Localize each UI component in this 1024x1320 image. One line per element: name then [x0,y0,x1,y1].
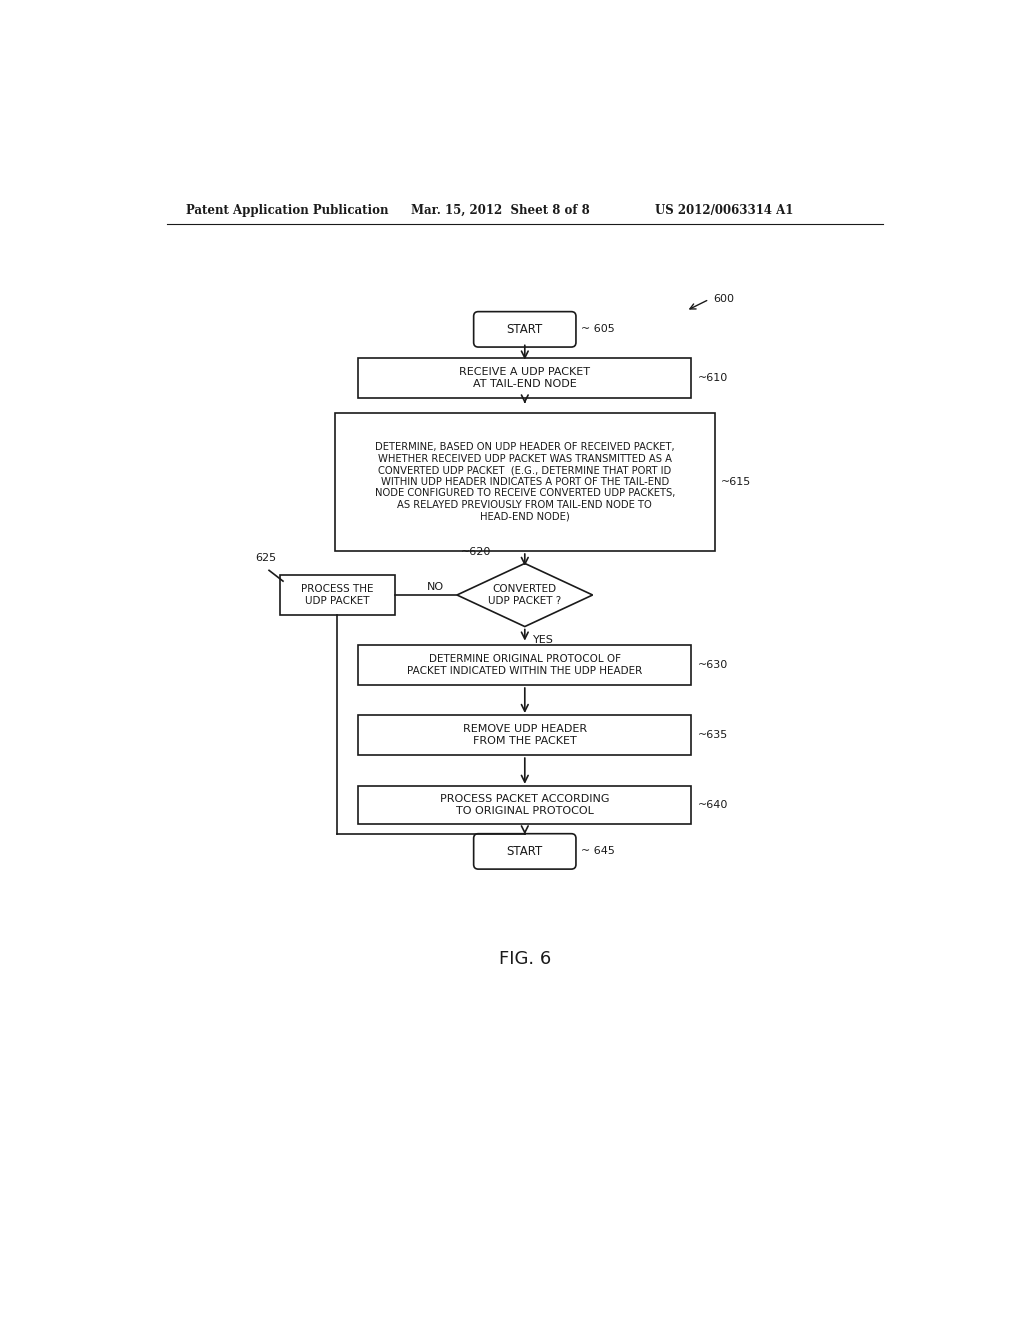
Text: ~ 605: ~ 605 [581,325,614,334]
Text: ~635: ~635 [697,730,728,741]
Text: YES: YES [532,635,553,645]
Bar [358,645,691,685]
Text: 600: 600 [713,294,734,305]
Text: START: START [507,323,543,335]
Text: RECEIVE A UDP PACKET
AT TAIL-END NODE: RECEIVE A UDP PACKET AT TAIL-END NODE [460,367,590,388]
Text: ~640: ~640 [697,800,728,810]
Text: 625: 625 [255,553,276,564]
Bar [335,412,715,552]
Text: Mar. 15, 2012  Sheet 8 of 8: Mar. 15, 2012 Sheet 8 of 8 [411,205,590,218]
Text: CONVERTED
UDP PACKET ?: CONVERTED UDP PACKET ? [488,585,561,606]
Text: NO: NO [427,582,443,593]
Text: ~610: ~610 [697,372,728,383]
Text: ~620: ~620 [461,548,492,557]
Bar [358,358,691,397]
Bar [358,785,691,825]
Text: FIG. 6: FIG. 6 [499,950,551,968]
Text: START: START [507,845,543,858]
Text: ~630: ~630 [697,660,728,671]
FancyBboxPatch shape [474,312,575,347]
Text: US 2012/0063314 A1: US 2012/0063314 A1 [655,205,794,218]
Bar [280,576,394,615]
Text: DETERMINE, BASED ON UDP HEADER OF RECEIVED PACKET,
WHETHER RECEIVED UDP PACKET W: DETERMINE, BASED ON UDP HEADER OF RECEIV… [375,442,675,521]
Text: PROCESS PACKET ACCORDING
TO ORIGINAL PROTOCOL: PROCESS PACKET ACCORDING TO ORIGINAL PRO… [440,795,609,816]
Bar [358,715,691,755]
Text: ~615: ~615 [721,477,752,487]
Text: Patent Application Publication: Patent Application Publication [186,205,389,218]
FancyBboxPatch shape [474,834,575,869]
Text: PROCESS THE
UDP PACKET: PROCESS THE UDP PACKET [301,585,374,606]
Polygon shape [457,564,593,627]
Text: ~ 645: ~ 645 [581,846,614,857]
Text: REMOVE UDP HEADER
FROM THE PACKET: REMOVE UDP HEADER FROM THE PACKET [463,725,587,746]
Text: DETERMINE ORIGINAL PROTOCOL OF
PACKET INDICATED WITHIN THE UDP HEADER: DETERMINE ORIGINAL PROTOCOL OF PACKET IN… [408,655,642,676]
